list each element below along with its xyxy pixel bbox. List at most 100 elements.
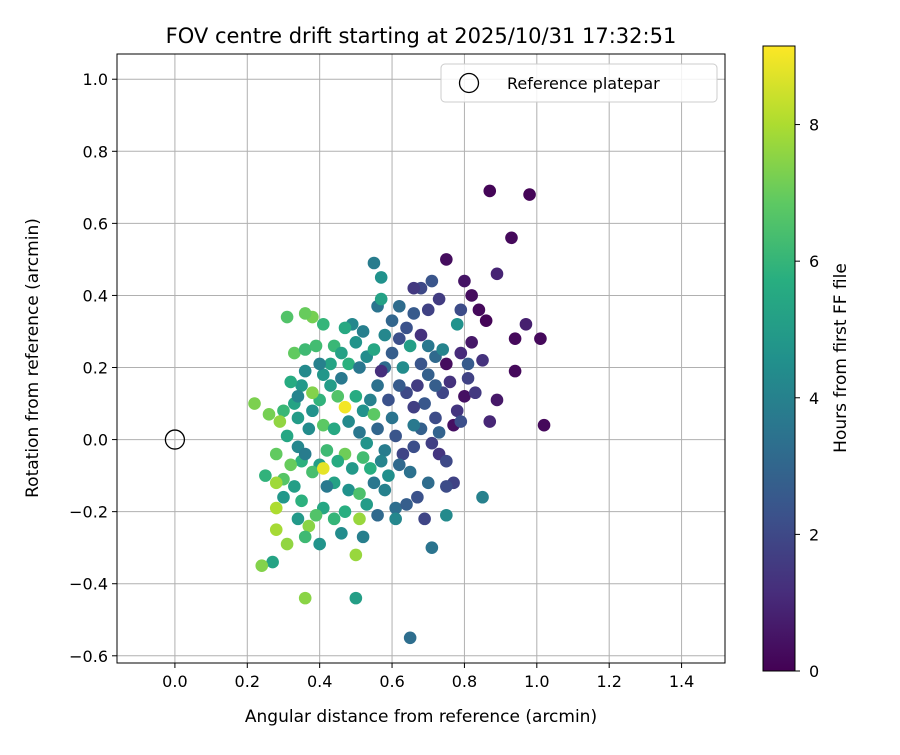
reference-point xyxy=(164,429,186,450)
data-point xyxy=(418,397,431,410)
x-tick-label: 1.4 xyxy=(669,672,694,691)
data-point xyxy=(349,548,363,562)
data-point xyxy=(411,379,424,392)
y-tick-label: −0.2 xyxy=(69,503,108,522)
data-point xyxy=(468,386,482,400)
data-point xyxy=(306,465,319,479)
data-point xyxy=(356,404,370,418)
colorbar-tick-label: 6 xyxy=(809,252,819,271)
legend-reference-marker xyxy=(458,72,480,94)
data-point xyxy=(374,271,388,284)
data-point xyxy=(440,480,453,493)
data-point xyxy=(505,231,518,245)
data-point xyxy=(371,379,384,392)
data-point xyxy=(458,274,471,288)
plot-frame xyxy=(116,53,726,664)
data-point xyxy=(396,361,410,374)
data-point xyxy=(316,317,330,331)
data-point xyxy=(280,429,294,443)
data-point xyxy=(385,346,399,360)
data-point xyxy=(436,343,450,356)
data-point xyxy=(342,483,355,497)
data-point xyxy=(458,390,471,403)
data-point xyxy=(306,404,319,418)
data-point xyxy=(288,346,301,360)
data-point xyxy=(269,523,283,536)
data-point xyxy=(338,321,352,335)
y-tick-label: −0.4 xyxy=(69,575,108,594)
data-point xyxy=(302,422,316,436)
data-point xyxy=(356,451,370,464)
data-point xyxy=(523,188,536,201)
data-point xyxy=(291,411,305,425)
data-point xyxy=(396,447,410,461)
data-point xyxy=(298,447,312,461)
data-point xyxy=(262,408,276,421)
data-point xyxy=(414,328,428,342)
colorbar-tick-label: 8 xyxy=(809,116,819,135)
data-point xyxy=(356,325,370,338)
data-point xyxy=(483,184,497,198)
data-point xyxy=(425,541,439,554)
data-point xyxy=(440,357,453,371)
data-point xyxy=(371,508,384,522)
x-tick-label: 0.0 xyxy=(162,672,187,691)
data-point xyxy=(277,404,290,418)
data-point xyxy=(288,480,301,493)
colorbar: 0 2 4 6 8 Hours from first FF file xyxy=(762,45,851,681)
data-point xyxy=(284,458,298,472)
data-point xyxy=(382,469,395,482)
data-point xyxy=(335,372,348,385)
x-tick-label: 0.6 xyxy=(379,672,404,691)
data-point xyxy=(364,393,377,407)
data-point xyxy=(269,501,283,515)
data-point xyxy=(407,440,421,454)
data-point xyxy=(403,631,417,645)
data-point xyxy=(280,537,294,551)
y-tick-label: 1.0 xyxy=(83,70,108,89)
data-point xyxy=(382,393,395,407)
colorbar-gradient xyxy=(762,45,796,672)
data-point xyxy=(400,321,413,335)
data-point xyxy=(298,364,312,378)
data-point xyxy=(537,418,551,432)
data-point xyxy=(353,487,366,500)
data-point xyxy=(284,375,298,389)
data-point xyxy=(490,267,504,281)
x-tick-label: 0.4 xyxy=(307,672,332,691)
data-point xyxy=(432,292,446,306)
legend-entry-reference: Reference platepar xyxy=(507,74,660,93)
data-point xyxy=(371,422,384,436)
data-point xyxy=(349,591,363,605)
data-point xyxy=(374,364,388,378)
data-point xyxy=(465,289,478,302)
colorbar-tick-label: 4 xyxy=(809,389,819,408)
data-point xyxy=(356,530,370,544)
scatter-points xyxy=(248,184,551,645)
x-tick-label: 0.8 xyxy=(452,672,477,691)
data-point xyxy=(454,303,468,317)
y-tick-label: 0.2 xyxy=(83,359,108,378)
data-point xyxy=(378,328,392,342)
data-point xyxy=(324,379,337,392)
data-point xyxy=(407,307,421,320)
data-point xyxy=(429,411,442,425)
data-point xyxy=(407,400,421,414)
data-point xyxy=(483,415,497,428)
data-point xyxy=(266,555,279,569)
data-point xyxy=(403,339,417,353)
data-point xyxy=(248,397,261,410)
data-point xyxy=(269,476,283,490)
data-point xyxy=(316,368,330,382)
data-point xyxy=(295,494,308,508)
data-point xyxy=(291,512,305,526)
data-point xyxy=(421,303,435,317)
data-point xyxy=(432,426,446,439)
data-point xyxy=(353,512,366,526)
data-point xyxy=(306,386,319,400)
y-tick-label: 0.6 xyxy=(83,214,108,233)
data-point xyxy=(508,332,522,345)
reference-marker xyxy=(164,429,186,450)
data-point xyxy=(331,454,345,468)
